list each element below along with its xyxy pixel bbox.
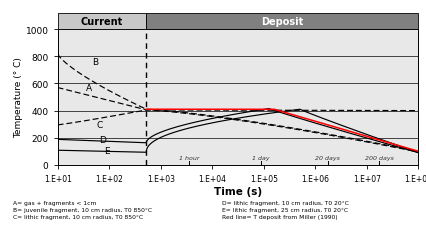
Text: A: A	[85, 84, 92, 93]
Text: 200 days: 200 days	[364, 155, 393, 161]
Text: D= lithic fragment, 10 cm radius, T0 20°C
E= lithic fragment, 25 cm radius, T0 2: D= lithic fragment, 10 cm radius, T0 20°…	[222, 200, 348, 219]
Text: C: C	[97, 121, 103, 130]
Text: 20 days: 20 days	[314, 155, 339, 161]
Bar	[146, 14, 417, 30]
Text: A= gas + fragments < 1cm
B= juvenile fragment, 10 cm radius, T0 850°C
C= lithic : A= gas + fragments < 1cm B= juvenile fra…	[13, 200, 152, 219]
Text: Current: Current	[81, 17, 123, 27]
Text: 1 day: 1 day	[251, 155, 269, 161]
Text: E: E	[104, 146, 109, 155]
X-axis label: Time (s): Time (s)	[213, 186, 262, 196]
Text: Deposit: Deposit	[261, 17, 303, 27]
Text: B: B	[92, 58, 98, 67]
Bar	[58, 14, 146, 30]
Y-axis label: Temperature (° C): Temperature (° C)	[14, 57, 23, 138]
Text: 1 hour: 1 hour	[179, 155, 199, 161]
Text: D: D	[99, 135, 106, 144]
